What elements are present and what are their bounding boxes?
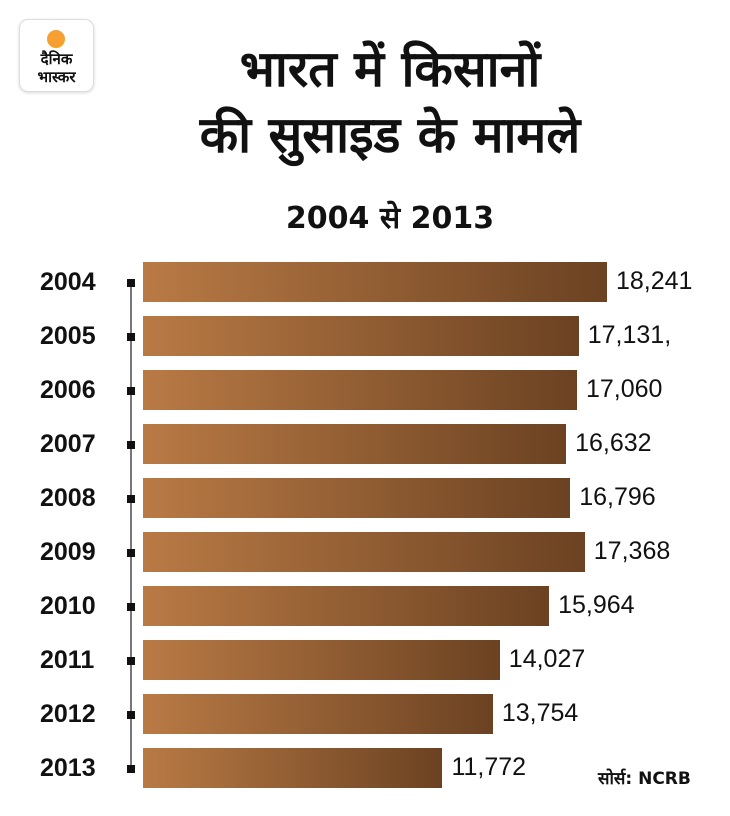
axis-tick [127,657,135,665]
year-label: 2004 [40,268,96,296]
logo-line2: भास्कर [37,68,76,86]
year-label: 2009 [40,538,96,566]
title-line-1: भारत में किसानों [239,40,541,98]
bar-2010 [143,586,550,626]
logo-line1: दैनिक [40,50,73,68]
axis-tick [127,603,135,611]
data-label: 18,241 [616,267,693,295]
data-label: 14,027 [508,645,586,673]
bar-2005 [143,316,579,356]
year-label: 2007 [40,430,96,458]
data-label: 11,772 [451,753,527,781]
source-note: सोर्स: NCRB [598,769,691,789]
axis-tick [127,549,135,557]
bar-2012 [143,694,493,734]
chart-title: भारत में किसानों की सुसाइड के मामले [110,36,670,168]
axis-tick [127,441,135,449]
year-label: 2012 [40,700,96,728]
bar-2007 [143,424,567,464]
title-line-2: की सुसाइड के मामले [199,106,581,164]
data-label: 15,964 [558,591,635,619]
axis-tick [127,387,135,395]
year-label: 2008 [40,484,96,512]
bar-2004 [143,262,607,302]
bar-2009 [143,532,585,572]
bar-2008 [143,478,571,518]
bar-2013 [143,748,443,788]
dainik-bhaskar-logo: दैनिक भास्कर [19,19,94,92]
year-label: 2010 [40,592,96,620]
sun-icon [47,30,65,48]
axis-tick [127,711,135,719]
bar-2011 [143,640,500,680]
data-label: 16,796 [579,483,656,511]
year-label: 2006 [40,376,96,404]
data-label: 17,060 [585,375,663,403]
year-label: 2011 [40,646,95,674]
year-label: 2005 [40,322,96,350]
chart-subtitle: 2004 से 2013 [285,201,495,236]
bar-2006 [143,370,577,410]
data-label: 13,754 [501,699,579,727]
data-label: 17,368 [593,537,671,565]
axis-tick [127,333,135,341]
data-label: 17,131, [587,321,672,349]
year-label: 2013 [40,754,96,782]
axis-tick [127,495,135,503]
category-axis-line [130,284,132,770]
axis-tick [127,279,135,287]
axis-tick [127,765,135,773]
data-label: 16,632 [575,429,652,457]
